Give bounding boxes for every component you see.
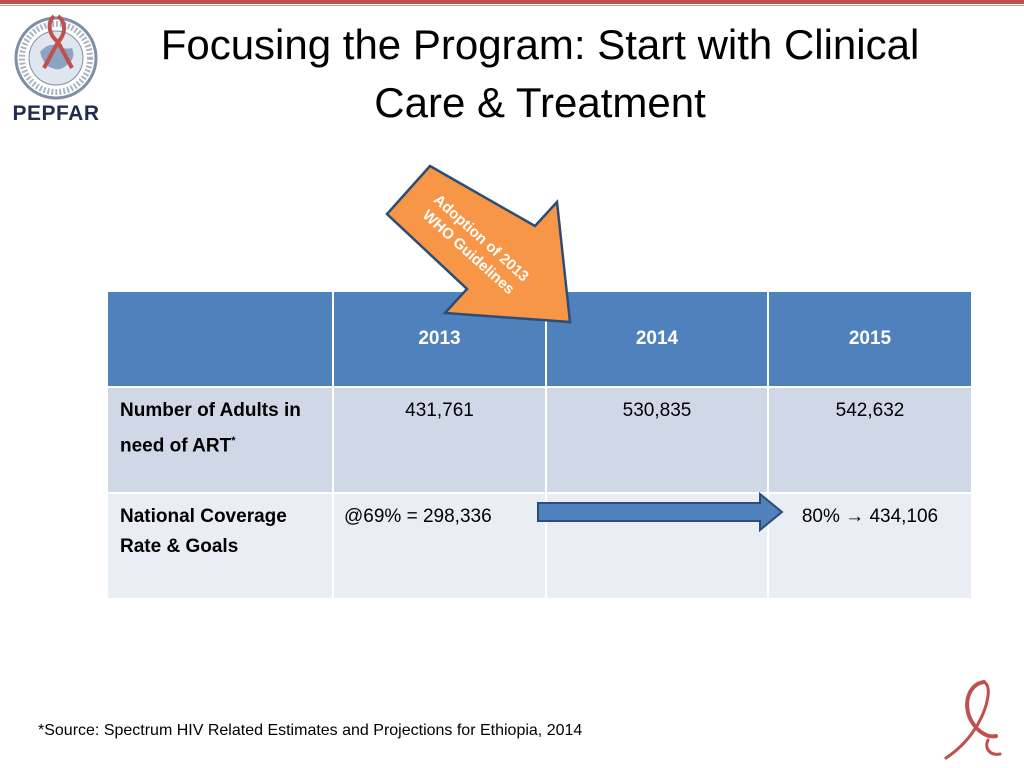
- cell-adults-2015: 542,632: [767, 386, 973, 494]
- red-ribbon-icon: [944, 680, 1002, 760]
- cell-adults-2014: 530,835: [545, 386, 769, 494]
- pepfar-seal-icon: [14, 14, 98, 100]
- callout-line-1: Adoption of 2013: [430, 191, 532, 285]
- logo-text: PEPFAR: [12, 102, 100, 125]
- cell-coverage-2014: [545, 492, 769, 600]
- header-cell-2013: 2013: [332, 290, 547, 388]
- cell-coverage-2013: @69% = 298,336: [332, 492, 547, 600]
- row-label-text: Number of Adults in need of ART: [120, 400, 301, 457]
- row-label-coverage: National Coverage Rate & Goals: [106, 492, 334, 600]
- data-table: 2013 2014 2015 Number of Adults in need …: [106, 290, 973, 600]
- callout-line-2: WHO Guidelines: [419, 207, 518, 298]
- table-header-row: 2013 2014 2015: [106, 290, 973, 388]
- row-label-adults: Number of Adults in need of ART*: [106, 386, 334, 494]
- source-footnote: *Source: Spectrum HIV Related Estimates …: [38, 722, 583, 739]
- top-rule: [0, 0, 1024, 4]
- header-cell-empty: [106, 290, 334, 388]
- header-cell-2015: 2015: [767, 290, 973, 388]
- slide-title: Focusing the Program: Start with Clinica…: [160, 21, 920, 126]
- footnote-marker: *: [231, 435, 236, 447]
- table-row: Number of Adults in need of ART* 431,761…: [106, 386, 973, 494]
- cell-coverage-2015: 80% → 434,106: [767, 492, 973, 600]
- table-row: National Coverage Rate & Goals @69% = 29…: [106, 492, 973, 600]
- top-rule-secondary: [0, 5, 1024, 6]
- header-cell-2014: 2014: [545, 290, 769, 388]
- cell-adults-2013: 431,761: [332, 386, 547, 494]
- pepfar-logo: PEPFAR: [6, 8, 106, 126]
